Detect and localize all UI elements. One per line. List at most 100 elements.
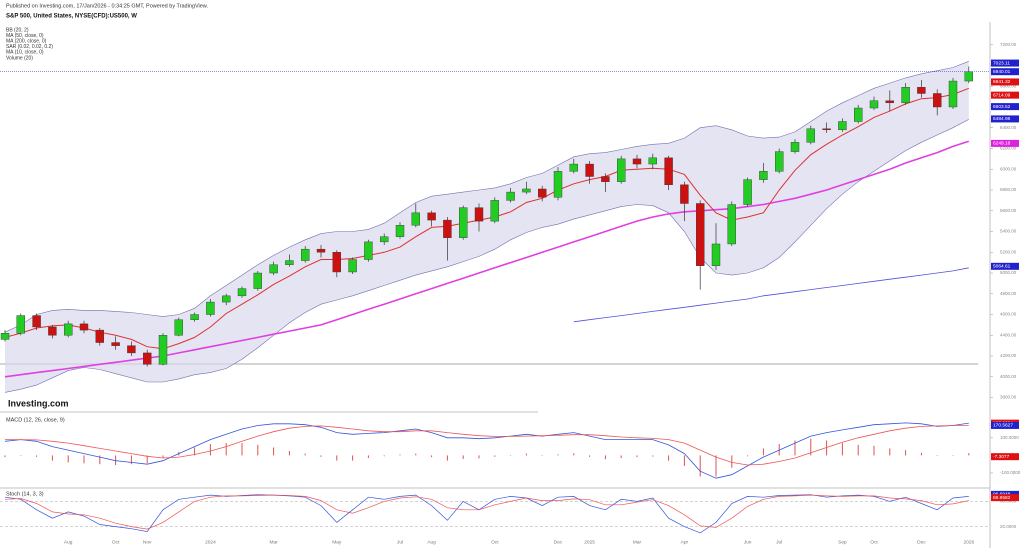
x-tick-label: May	[332, 539, 342, 545]
histogram-bar	[115, 455, 117, 466]
histogram-bar	[794, 440, 796, 456]
histogram-bar	[557, 454, 559, 456]
histogram-bar	[194, 447, 196, 456]
histogram-bar	[257, 444, 259, 456]
x-tick-label: Mar	[269, 539, 278, 545]
candle-body	[948, 80, 958, 108]
candle-body	[569, 163, 578, 172]
y-tick-label: 100.0000	[1000, 435, 1019, 440]
y-tick-label: 20.0000	[1000, 524, 1017, 529]
y-tick-label: 6000.00	[1000, 166, 1017, 171]
histogram-bar	[415, 453, 417, 456]
histogram-bar	[920, 452, 922, 456]
price-marker-label: -7.3077	[993, 454, 1010, 460]
candle-body	[63, 323, 73, 336]
histogram-bar	[936, 455, 938, 456]
price-marker	[991, 91, 1019, 99]
candle-body	[443, 219, 452, 238]
candle-body	[0, 333, 10, 340]
moving-average	[573, 267, 969, 323]
band-lower	[4, 119, 969, 393]
histogram-bar	[731, 455, 733, 468]
price-marker-label: 6484.98	[993, 116, 1011, 122]
x-tick-label: Mar	[633, 539, 642, 545]
macd-line	[4, 422, 969, 479]
histogram-bar	[320, 455, 322, 457]
candle-body	[32, 315, 41, 328]
histogram-bar	[620, 455, 622, 459]
price-marker-label: 5064.61	[993, 264, 1011, 270]
histogram-bar	[446, 455, 448, 461]
candle-body	[553, 171, 563, 198]
candle-body	[585, 163, 594, 177]
x-tick-label: Jun	[744, 539, 752, 545]
y-tick-label: -100.0000	[1000, 470, 1021, 475]
histogram-bar	[857, 444, 859, 456]
histogram-bar	[715, 455, 717, 477]
candle-body	[522, 188, 531, 193]
candle-body	[601, 176, 610, 182]
candle-body	[538, 188, 547, 198]
x-tick-label: Nov	[143, 539, 152, 545]
histogram-bar	[541, 455, 543, 456]
y-tick-label: 5800.00	[1000, 187, 1017, 192]
y-tick-label: 4200.00	[1000, 353, 1017, 358]
histogram-bar	[336, 455, 338, 461]
histogram-bar	[162, 455, 164, 459]
candle-body	[933, 93, 942, 108]
histogram-bar	[273, 447, 275, 456]
histogram-bar	[130, 455, 132, 465]
histogram-bar	[589, 455, 591, 457]
candle-body	[696, 203, 705, 266]
macd-title: MACD (12, 26, close, 9)	[6, 417, 65, 423]
price-marker-label: 6249.18	[993, 141, 1011, 147]
y-tick-label: 4000.00	[1000, 374, 1017, 379]
histogram-bar	[968, 453, 970, 456]
histogram-bar	[67, 455, 69, 463]
candle-body	[964, 71, 973, 82]
price-marker	[991, 421, 1019, 429]
candle-body	[885, 100, 894, 104]
histogram-bar	[36, 455, 38, 457]
y-tick-label: 7200.00	[1000, 42, 1017, 47]
histogram-bar	[51, 455, 53, 461]
x-tick-label: Oct	[112, 539, 120, 545]
candle-body	[411, 212, 420, 226]
x-tick-label: Oct	[870, 539, 878, 545]
candle-body	[190, 314, 199, 320]
price-marker-label: 170.5627	[993, 423, 1013, 429]
histogram-bar	[304, 453, 306, 456]
histogram-bar	[952, 455, 954, 456]
candle-body	[775, 151, 784, 172]
stoch-k-line	[4, 494, 969, 534]
candle-body	[711, 243, 721, 266]
candle-body	[127, 345, 136, 354]
stoch-d-line	[4, 494, 969, 530]
indicator-label: BB (20, 2)	[6, 27, 29, 33]
histogram-bar	[478, 455, 480, 459]
y-tick-label: 6800.00	[1000, 83, 1017, 88]
published-note: Published on Investing.com, 17/Jan/2026 …	[6, 3, 208, 9]
candle-body	[869, 100, 879, 109]
x-tick-label: Jul	[776, 539, 782, 545]
histogram-bar	[209, 443, 211, 456]
price-marker	[991, 103, 1019, 111]
histogram-bar	[383, 455, 385, 457]
candle-body	[838, 121, 847, 131]
candle-body	[759, 171, 768, 180]
x-tick-label: Oct	[491, 539, 499, 545]
candle-body	[790, 142, 800, 152]
instrument-title: S&P 500, United States, NYSE(CFD):US500,…	[6, 14, 137, 20]
histogram-bar	[510, 455, 512, 456]
candle-body	[158, 335, 168, 365]
indicator-label: MA (50, close, 0)	[6, 33, 44, 39]
histogram-bar	[462, 455, 464, 459]
y-tick-label: 3800.00	[1000, 395, 1017, 400]
candle-body	[901, 87, 910, 104]
candle-body	[632, 158, 642, 165]
y-tick-label: 5000.00	[1000, 270, 1017, 275]
price-marker-label: 88.9582	[993, 495, 1011, 501]
price-marker-label: 6841.32	[993, 79, 1011, 85]
candle-body	[332, 252, 341, 273]
histogram-bar	[367, 455, 369, 459]
